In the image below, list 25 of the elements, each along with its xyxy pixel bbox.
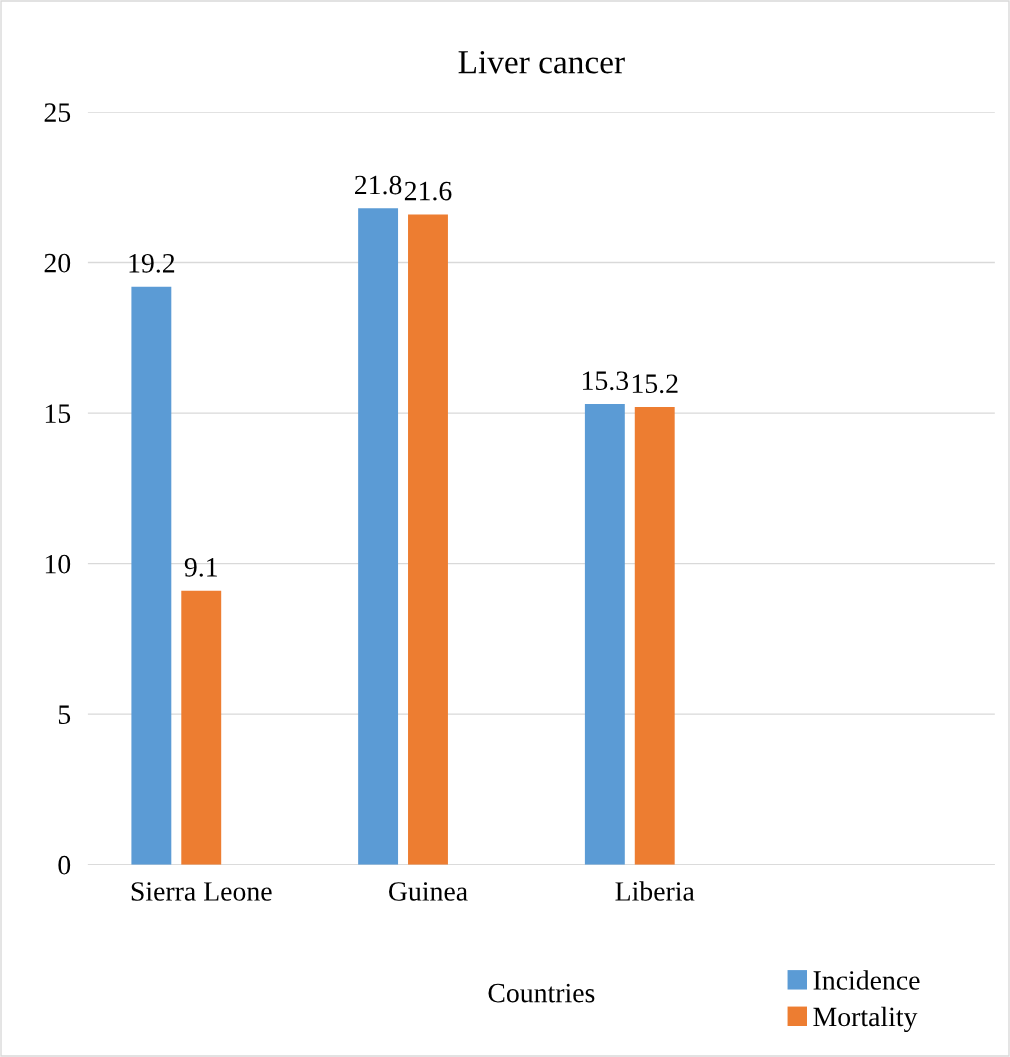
- data-label: 21.8: [355, 175, 402, 195]
- y-tick-label: 20: [44, 253, 71, 273]
- legend-label: Mortality: [813, 1006, 918, 1032]
- x-axis-title: Countries: [488, 983, 595, 1003]
- y-tick-label: 0: [58, 855, 71, 875]
- y-tick-label: 5: [58, 705, 71, 725]
- bar: [181, 590, 222, 865]
- x-tick-label: Guinea: [389, 882, 468, 901]
- bar: [584, 404, 625, 865]
- y-tick-label: 25: [44, 103, 71, 122]
- data-label: 15.2: [632, 374, 678, 394]
- data-label: 15.3: [582, 371, 629, 391]
- bar: [131, 286, 172, 865]
- data-label: 19.2: [129, 254, 175, 273]
- bar: [634, 407, 675, 865]
- y-tick-label: 10: [45, 554, 71, 574]
- bar: [408, 214, 448, 865]
- data-label: 21.6: [404, 181, 452, 201]
- x-tick-label: Liberia: [615, 881, 695, 901]
- legend-label: Incidence: [813, 970, 920, 990]
- y-tick-label: 15: [45, 404, 71, 423]
- bar: [358, 208, 399, 865]
- x-tick-label: Sierra Leone: [131, 882, 272, 901]
- data-label: 9.1: [184, 558, 217, 577]
- chart-title: Liver cancer: [458, 51, 625, 74]
